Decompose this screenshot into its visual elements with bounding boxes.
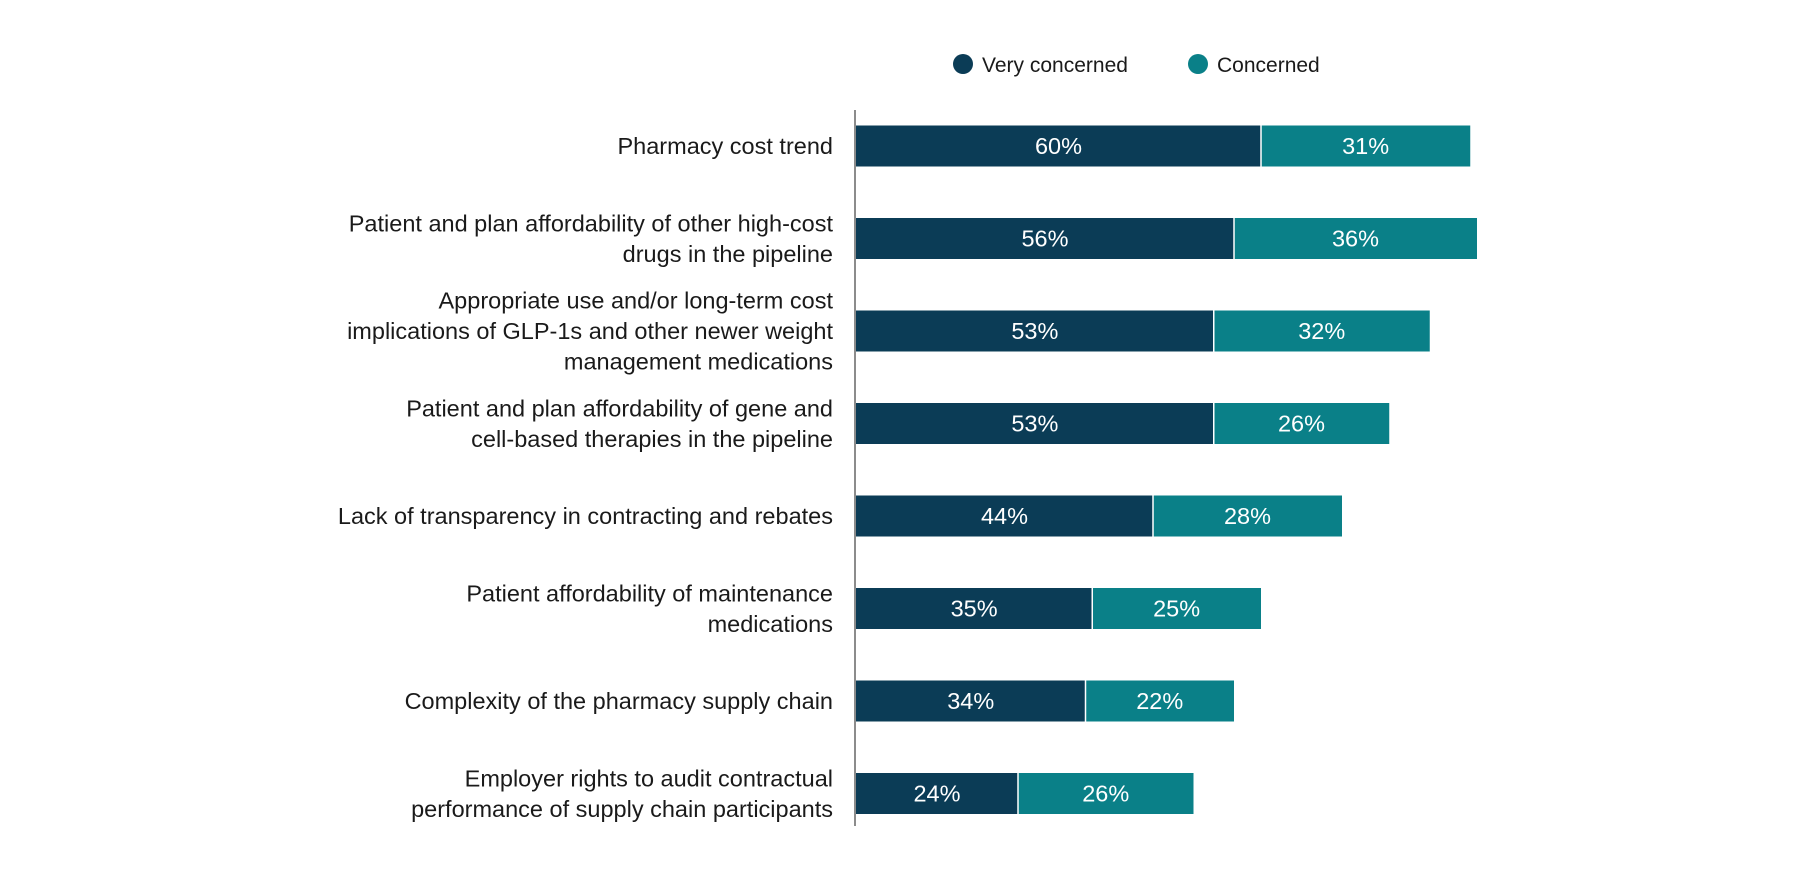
category-label-4: Lack of transparency in contracting and … <box>338 503 833 529</box>
legend-label-0: Very concerned <box>982 54 1128 77</box>
category-label-line: Appropriate use and/or long-term cost <box>439 288 834 314</box>
bar-segment-very-concerned <box>856 403 1214 444</box>
bar-value-label: 35% <box>951 596 998 622</box>
bars: 60% 31% 56% 36% 53% 32% 53% 26% 44% 28% 35% 25% 34% 2… <box>856 125 1477 814</box>
category-label-0: Pharmacy cost trend <box>617 133 833 159</box>
bar-value-label: 26% <box>1278 411 1325 437</box>
bar-value-label: 36% <box>1332 226 1379 252</box>
category-label-line: management medications <box>564 349 833 375</box>
bar-row-7: 24% 26% <box>856 773 1194 814</box>
bar-value-label: 53% <box>1011 318 1058 344</box>
legend-marker-0 <box>953 54 973 74</box>
bar-value-label: 44% <box>981 503 1028 529</box>
category-label-5: Patient affordability of maintenance medi… <box>466 580 833 637</box>
bar-segment-concerned <box>1213 310 1430 352</box>
category-label-3: Patient and plan affordability of gene a… <box>406 395 833 452</box>
bar-value-label: 22% <box>1136 688 1183 714</box>
bar-row-6: 34% 22% <box>856 680 1234 722</box>
legend-label-1: Concerned <box>1217 54 1320 77</box>
bar-segment-concerned <box>1213 403 1390 444</box>
legend-marker-1 <box>1188 54 1208 74</box>
bar-value-label: 26% <box>1082 781 1129 807</box>
category-label-line: performance of supply chain participants <box>411 796 833 822</box>
category-label-line: Employer rights to audit contractual <box>465 765 833 791</box>
legend-item-1: Concerned <box>1188 54 1320 77</box>
bar-value-label: 56% <box>1021 226 1068 252</box>
bar-row-3: 53% 26% <box>856 403 1390 444</box>
legend-item-0: Very concerned <box>953 54 1128 77</box>
category-label-line: drugs in the pipeline <box>623 241 833 267</box>
bar-segment-concerned <box>1234 218 1477 259</box>
bar-segment-concerned <box>1092 588 1261 629</box>
category-label-line: Patient affordability of maintenance <box>466 580 833 606</box>
bar-segment-very-concerned <box>856 773 1018 814</box>
bar-segment-very-concerned <box>856 218 1234 259</box>
category-label-6: Complexity of the pharmacy supply chain <box>405 688 833 714</box>
category-label-line: Lack of transparency in contracting and … <box>338 503 833 529</box>
bar-segment-concerned <box>1153 495 1342 537</box>
bar-row-0: 60% 31% <box>856 125 1471 167</box>
bar-value-label: 24% <box>913 781 960 807</box>
bar-segment-concerned <box>1261 125 1471 167</box>
bar-value-label: 28% <box>1224 503 1271 529</box>
bar-row-2: 53% 32% <box>856 310 1430 352</box>
bar-value-label: 32% <box>1298 318 1345 344</box>
bar-value-label: 25% <box>1153 596 1200 622</box>
bar-value-label: 60% <box>1035 133 1082 159</box>
category-label-line: Patient and plan affordability of gene a… <box>406 395 833 421</box>
bar-row-4: 44% 28% <box>856 495 1342 537</box>
bar-segment-very-concerned <box>856 680 1086 722</box>
category-label-7: Employer rights to audit contractual perf… <box>411 765 833 822</box>
category-labels: Pharmacy cost trend Patient and plan affo… <box>338 133 834 822</box>
bar-row-1: 56% 36% <box>856 218 1477 259</box>
bar-segment-very-concerned <box>856 310 1214 352</box>
bar-segment-concerned <box>1018 773 1194 814</box>
category-label-1: Patient and plan affordability of other … <box>349 210 834 267</box>
bar-segment-very-concerned <box>856 588 1093 629</box>
category-label-line: Complexity of the pharmacy supply chain <box>405 688 833 714</box>
bar-segment-very-concerned <box>856 125 1261 167</box>
bar-value-label: 53% <box>1011 411 1058 437</box>
category-label-2: Appropriate use and/or long-term cost imp… <box>347 288 833 375</box>
bar-row-5: 35% 25% <box>856 588 1261 629</box>
bar-value-label: 31% <box>1342 133 1389 159</box>
category-label-line: Patient and plan affordability of other … <box>349 210 834 236</box>
category-label-line: Pharmacy cost trend <box>617 133 833 159</box>
bar-segment-very-concerned <box>856 495 1153 537</box>
category-label-line: implications of GLP-1s and other newer w… <box>347 318 833 344</box>
bar-segment-concerned <box>1085 680 1234 722</box>
legend: Very concerned Concerned <box>953 54 1320 77</box>
category-label-line: cell-based therapies in the pipeline <box>471 426 833 452</box>
category-label-line: medications <box>708 611 833 637</box>
bar-value-label: 34% <box>947 688 994 714</box>
